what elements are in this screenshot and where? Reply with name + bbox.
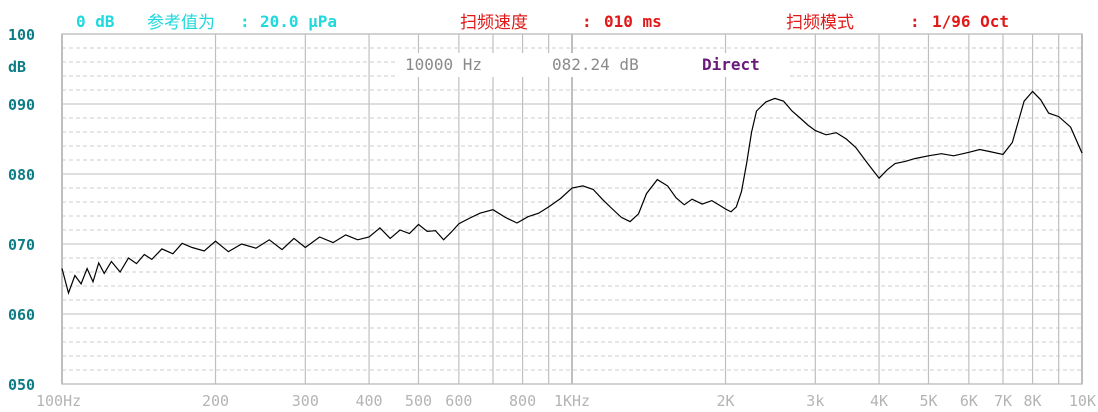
plot-frame xyxy=(61,33,1083,385)
x-tick-label: 4K xyxy=(870,392,888,410)
x-tick-label: 1KHz xyxy=(554,392,590,410)
x-tick-label: 100Hz xyxy=(36,392,81,410)
x-tick-label: 6K xyxy=(960,392,978,410)
x-tick-label: 200 xyxy=(202,392,229,410)
y-axis-ticks: 100 090 080 070 060 050 xyxy=(8,26,35,394)
x-tick-label: 5K xyxy=(919,392,937,410)
sweep-mode-separator: : xyxy=(910,12,920,31)
x-tick-label: 3k xyxy=(806,392,824,410)
y-tick-label: 090 xyxy=(8,96,35,114)
x-tick-label: 300 xyxy=(292,392,319,410)
x-tick-label: 8K xyxy=(1024,392,1042,410)
y-tick-label: 100 xyxy=(8,26,35,44)
reference-prefix: 0 dB xyxy=(76,12,115,31)
sweep-mode-value: 1/96 Oct xyxy=(932,12,1009,31)
x-tick-label: 800 xyxy=(509,392,536,410)
sweep-speed-separator: : xyxy=(582,12,592,31)
y-unit-label: dB xyxy=(8,58,26,76)
reference-separator: : xyxy=(240,12,250,31)
x-tick-label: 7K xyxy=(994,392,1012,410)
readout-box xyxy=(398,53,788,77)
y-tick-label: 070 xyxy=(8,236,35,254)
x-tick-label: 2K xyxy=(716,392,734,410)
sweep-speed-label: 扫频速度 xyxy=(460,13,528,33)
readout-frequency: 10000 Hz xyxy=(405,55,482,74)
x-tick-label: 10K xyxy=(1069,392,1096,410)
x-tick-label: 600 xyxy=(445,392,472,410)
x-axis-ticks: 100Hz 200 300 400 500 600 800 1KHz 2K 3k 4K 5K 6K 7K 8… xyxy=(36,392,1096,410)
y-tick-label: 060 xyxy=(8,306,35,324)
readout-level: 082.24 dB xyxy=(552,55,639,74)
x-tick-label: 400 xyxy=(356,392,383,410)
reference-value: 20.0 μPa xyxy=(260,12,337,31)
sweep-speed-value: 010 ms xyxy=(604,12,662,31)
x-tick-label: 500 xyxy=(405,392,432,410)
frequency-response-line xyxy=(61,90,1083,295)
sweep-mode-label: 扫频模式 xyxy=(786,13,854,33)
y-tick-label: 050 xyxy=(8,376,35,394)
readout-mode: Direct xyxy=(702,55,760,74)
reference-label: 参考值为 xyxy=(147,13,215,33)
y-tick-label: 080 xyxy=(8,166,35,184)
chart-grid xyxy=(61,33,1083,385)
